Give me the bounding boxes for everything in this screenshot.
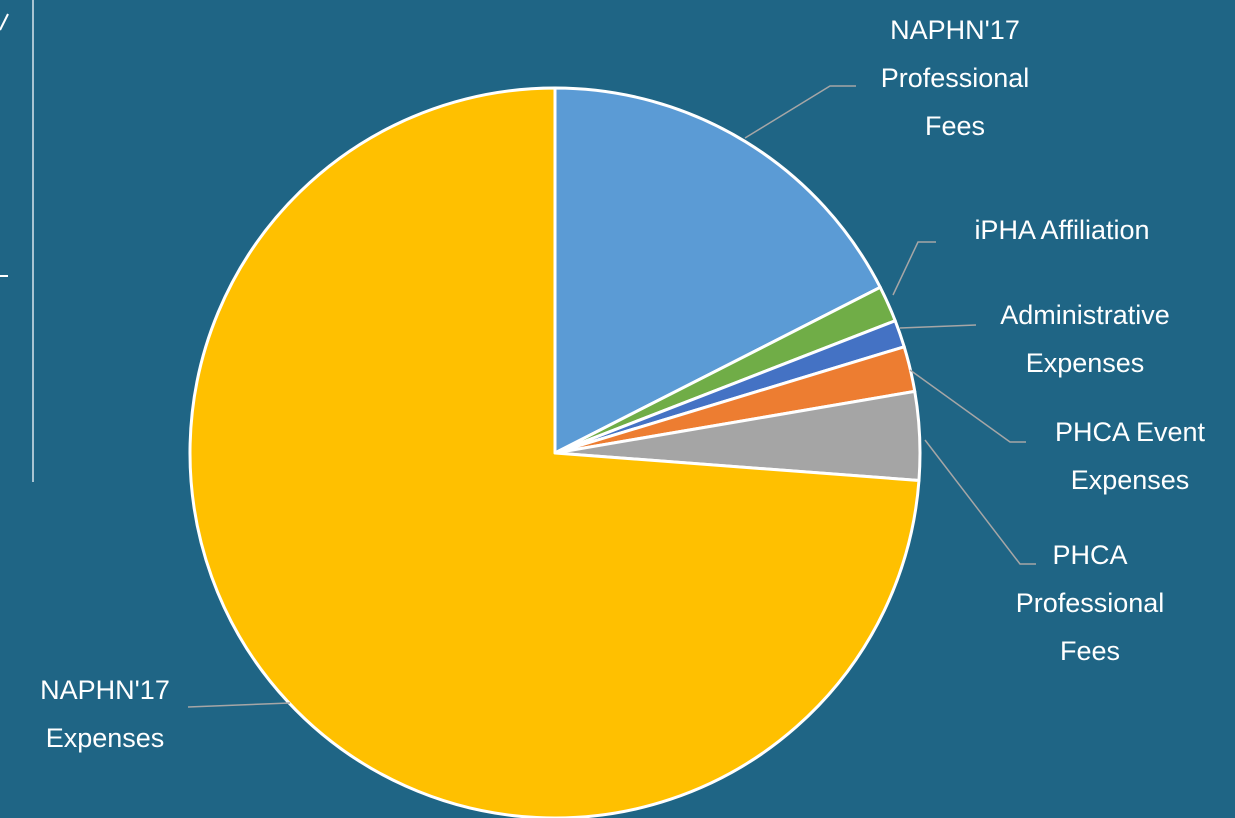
leader-line [187, 702, 291, 708]
slice-label: PHCA Professional Fees [1015, 540, 1165, 666]
pie-slice [553, 86, 882, 455]
leader-line [744, 85, 856, 139]
slice-label: NAPHN'17 Expenses [40, 675, 170, 753]
pie-slice [188, 86, 921, 818]
leader-line [892, 241, 936, 296]
slice-label: Administrative Expenses [1000, 300, 1170, 378]
decorative-mark [0, 13, 9, 31]
leader-line [899, 324, 977, 329]
slice-label: iPHA Affiliation [974, 215, 1150, 245]
slice-label: PHCA Event Expenses [1054, 417, 1206, 495]
leader-line [924, 439, 1036, 565]
slice-label: NAPHN'17 Professional Fees [880, 15, 1030, 141]
leader-line [909, 369, 1026, 443]
